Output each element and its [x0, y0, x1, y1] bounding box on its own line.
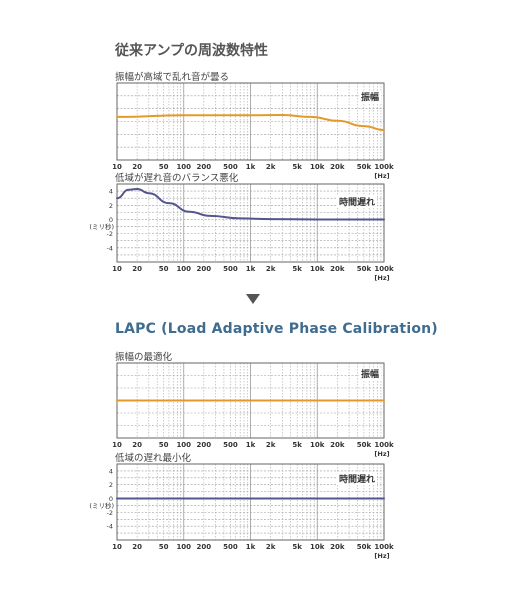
inner-label: 時間遅れ [339, 196, 375, 208]
plot-frame [116, 82, 385, 161]
chart-subtitle: 低域の遅れ最小化 [115, 453, 192, 464]
x-tick-label: 20k [330, 163, 345, 171]
chart-subtitle: 低域が遅れ音のバランス悪化 [115, 173, 239, 184]
x-tick-label: 1k [246, 543, 256, 551]
y-tick-label: 4 [109, 467, 113, 475]
y-tick-label: 0 [109, 495, 113, 503]
chart-lapc-amplitude: 10 20 50 100 200 500 1k 2k 5k 10k 20k 50k 100k[Hz] 振幅 [112, 362, 394, 458]
x-tick-label: 100k [374, 441, 394, 449]
plot-frame [116, 463, 385, 541]
x-tick-label: 10k [310, 441, 325, 449]
chart-conventional-delay: 10 20 50 100 200 500 1k 2k 5k 10k 20k 50k 100k[Hz]42… [89, 183, 394, 282]
x-tick-label: 100 [176, 163, 191, 171]
series-line [116, 187, 385, 221]
y-tick-label: 2 [109, 202, 113, 210]
x-tick-label: 20k [330, 543, 345, 551]
x-tick-label: 500 [223, 543, 238, 551]
x-tick-label: 2k [266, 543, 276, 551]
x-tick-label: 100k [374, 163, 394, 171]
inner-label: 時間遅れ [339, 473, 375, 485]
inner-label-bg [337, 473, 377, 485]
inner-label-bg [359, 368, 381, 380]
x-axis-unit: [Hz] [374, 450, 389, 458]
x-tick-label: 100 [176, 265, 191, 273]
x-tick-label: 50k [357, 441, 372, 449]
x-tick-label: 10 [112, 543, 122, 551]
series-line [116, 113, 385, 131]
x-tick-label: 50k [357, 163, 372, 171]
x-tick-label: 1k [246, 163, 256, 171]
down-arrow-icon [246, 294, 260, 304]
x-tick-label: 20k [330, 265, 345, 273]
plot-frame [116, 183, 385, 263]
x-tick-label: 50 [159, 163, 169, 171]
x-tick-label: 5k [292, 543, 302, 551]
x-tick-label: 2k [266, 265, 276, 273]
x-tick-label: 10 [112, 265, 122, 273]
x-tick-label: 200 [197, 265, 212, 273]
y-tick-label: -4 [107, 523, 113, 531]
x-tick-label: 200 [197, 163, 212, 171]
y-tick-label: 4 [109, 188, 113, 196]
x-tick-label: 200 [197, 543, 212, 551]
x-tick-label: 20 [132, 543, 142, 551]
inner-label-bg [359, 91, 381, 103]
x-tick-label: 100k [374, 543, 394, 551]
x-tick-label: 100 [176, 543, 191, 551]
x-tick-label: 20k [330, 441, 345, 449]
x-tick-label: 10 [112, 441, 122, 449]
x-tick-label: 20 [132, 265, 142, 273]
x-tick-label: 500 [223, 441, 238, 449]
y-axis-unit: (ミリ秒) [89, 501, 114, 510]
x-tick-label: 500 [223, 265, 238, 273]
x-tick-label: 1k [246, 441, 256, 449]
y-tick-label: 2 [109, 481, 113, 489]
x-tick-label: 50k [357, 543, 372, 551]
x-tick-label: 5k [292, 163, 302, 171]
lapc-section-title: LAPC (Load Adaptive Phase Calibration) [115, 321, 438, 337]
x-tick-label: 500 [223, 163, 238, 171]
inner-label: 振幅 [361, 91, 379, 103]
chart-lapc-delay: 10 20 50 100 200 500 1k 2k 5k 10k 20k 50k 100k[Hz]42… [89, 463, 394, 560]
x-tick-label: 20 [132, 163, 142, 171]
x-tick-label: 100 [176, 441, 191, 449]
chart-conventional-amplitude: 10 20 50 100 200 500 1k 2k 5k 10k 20k 50k 100k[Hz] 振幅 [112, 82, 394, 180]
y-tick-label: -4 [107, 244, 113, 252]
x-tick-label: 100k [374, 265, 394, 273]
conventional-section-title: 従来アンプの周波数特性 [115, 43, 269, 59]
x-tick-label: 50 [159, 265, 169, 273]
x-tick-label: 5k [292, 265, 302, 273]
x-tick-label: 2k [266, 163, 276, 171]
chart-subtitle: 振幅の最適化 [115, 352, 173, 363]
x-axis-unit: [Hz] [374, 172, 389, 180]
y-tick-label: -2 [107, 230, 113, 238]
x-tick-label: 50 [159, 441, 169, 449]
x-tick-label: 200 [197, 441, 212, 449]
x-tick-label: 2k [266, 441, 276, 449]
x-tick-label: 10k [310, 265, 325, 273]
inner-label: 振幅 [361, 368, 379, 380]
inner-label-bg [337, 196, 377, 208]
x-tick-label: 5k [292, 441, 302, 449]
x-tick-label: 10 [112, 163, 122, 171]
x-tick-label: 50k [357, 265, 372, 273]
chart-subtitle: 振幅が高域で乱れ音が曇る [115, 72, 230, 83]
y-axis-unit: (ミリ秒) [89, 222, 114, 231]
x-tick-label: 20 [132, 441, 142, 449]
y-tick-label: -2 [107, 509, 113, 517]
x-axis-unit: [Hz] [374, 552, 389, 560]
x-tick-label: 10k [310, 543, 325, 551]
x-tick-label: 10k [310, 163, 325, 171]
y-tick-label: 0 [109, 216, 113, 224]
x-axis-unit: [Hz] [374, 274, 389, 282]
x-tick-label: 1k [246, 265, 256, 273]
x-tick-label: 50 [159, 543, 169, 551]
